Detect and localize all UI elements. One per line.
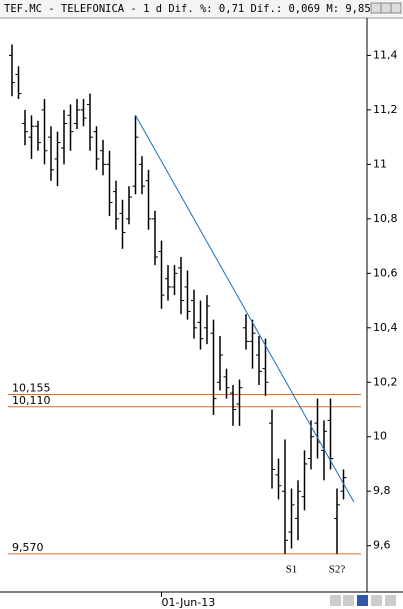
- y-tick-label: 9,6: [373, 539, 391, 552]
- y-tick-label: 10: [373, 430, 387, 443]
- y-tick-label: 10,8: [373, 212, 398, 225]
- annotation: S2?: [329, 564, 346, 576]
- y-tick-label: 11,4: [373, 48, 398, 61]
- toolbar-icon[interactable]: [343, 595, 354, 606]
- title-bar: [0, 0, 403, 18]
- chart-title: TEF.MC - TELEFONICA - 1 d Dif. %: 0,71 D…: [4, 3, 377, 15]
- toolbar-icon[interactable]: [385, 595, 396, 606]
- toolbar-icon[interactable]: [330, 595, 341, 606]
- y-tick-label: 10,2: [373, 375, 398, 388]
- minimize-button[interactable]: [370, 2, 382, 14]
- level-label: 10,110: [12, 394, 51, 407]
- toolbar-icon[interactable]: [357, 595, 368, 606]
- trend-line: [135, 115, 355, 503]
- annotation: S1: [286, 564, 298, 576]
- y-tick-label: 10,6: [373, 266, 398, 279]
- y-tick-label: 11: [373, 157, 387, 170]
- toolbar-icon[interactable]: [371, 595, 382, 606]
- x-tick-label: 01-Jun-13: [162, 596, 216, 609]
- y-tick-label: 9,8: [373, 484, 391, 497]
- level-label: 10,155: [12, 382, 51, 395]
- maximize-button[interactable]: [380, 2, 392, 14]
- close-button[interactable]: [390, 2, 402, 14]
- y-tick-label: 10,4: [373, 321, 398, 334]
- y-tick-label: 11,2: [373, 103, 398, 116]
- level-label: 9,570: [12, 541, 44, 554]
